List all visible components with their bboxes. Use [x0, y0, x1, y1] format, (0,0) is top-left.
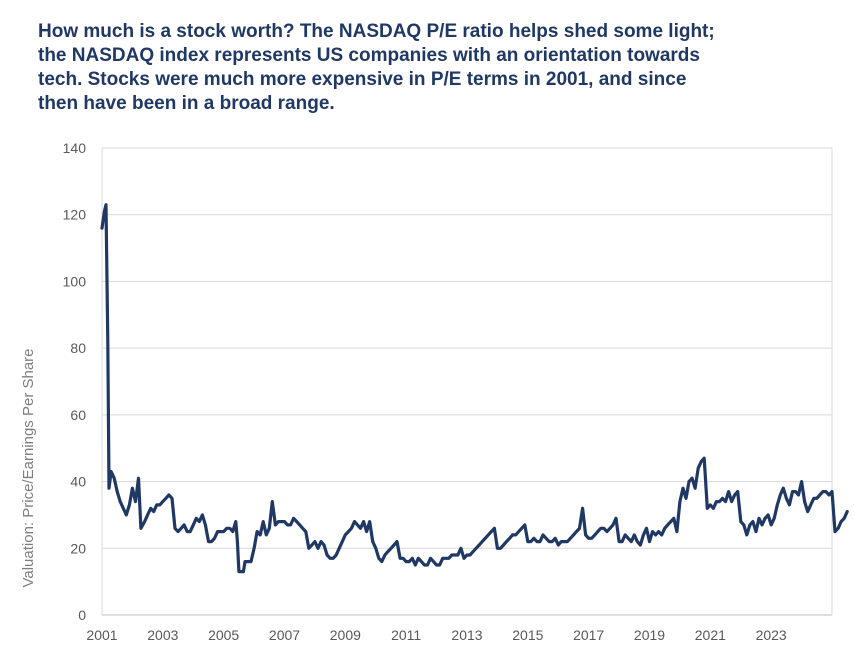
- x-tick-label: 2001: [86, 627, 117, 643]
- plot-frame: [101, 148, 833, 615]
- x-tick-label: 2011: [391, 627, 421, 643]
- x-tick-label: 2009: [330, 627, 361, 643]
- y-tick-label: 0: [78, 607, 86, 623]
- y-tick-label: 60: [70, 407, 86, 423]
- chart-title: How much is a stock worth? The NASDAQ P/…: [38, 21, 715, 114]
- y-tick-label: 120: [63, 207, 87, 223]
- y-tick-label: 100: [63, 273, 87, 289]
- y-axis-title: Valuation: Price/Earnings Per Share: [20, 348, 37, 587]
- x-tick-label: 2021: [695, 627, 726, 643]
- x-tick-label: 2015: [512, 627, 543, 643]
- y-tick-label: 40: [70, 474, 86, 490]
- x-tick-label: 2013: [451, 627, 482, 643]
- x-tick-label: 2023: [756, 627, 787, 643]
- x-tick-label: 2003: [147, 627, 178, 643]
- x-tick-label: 2007: [269, 627, 300, 643]
- y-tick-label: 80: [70, 340, 86, 356]
- x-tick-label: 2017: [573, 627, 604, 643]
- x-tick-label: 2019: [634, 627, 665, 643]
- y-axis-ticks: 0 20 40 60 80 100 120 140: [63, 140, 87, 623]
- x-tick-label: 2005: [208, 627, 239, 643]
- y-tick-label: 140: [63, 140, 87, 156]
- y-tick-label: 20: [70, 540, 86, 556]
- series-line-pe-ratio: [100, 203, 849, 574]
- x-axis-ticks: 2001 2003 2005 2007 2009 2011 2013 2015 2017 2019…: [86, 627, 787, 643]
- gridlines: [102, 147, 832, 616]
- series-layer: [100, 203, 849, 574]
